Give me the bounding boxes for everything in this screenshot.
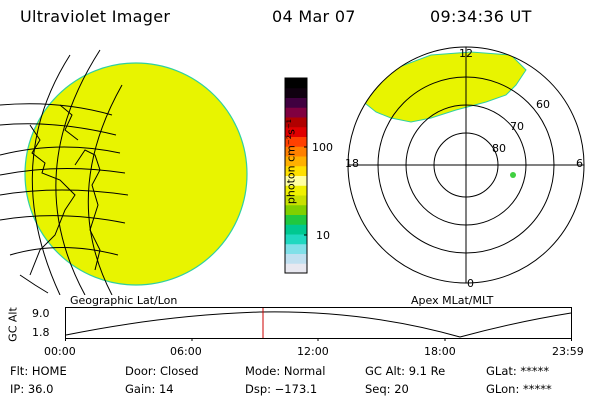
- colorbar-segment: [285, 195, 307, 206]
- colorbar-segment: [285, 107, 307, 118]
- colorbar-segment: [285, 204, 307, 215]
- geo-map-label: Geographic Lat/Lon: [70, 294, 178, 307]
- station-marker: [510, 172, 516, 178]
- colorbar-segment: [285, 87, 307, 98]
- mlt-label-6: 6: [576, 157, 583, 170]
- colorbar-tick-10: 10: [316, 229, 330, 242]
- colorbar-segment: [285, 146, 307, 157]
- colorbar-unit-label: photon cm⁻²s⁻¹: [284, 118, 298, 205]
- polar-map-label: Apex MLat/MLT: [411, 294, 494, 307]
- polar-map: [347, 46, 585, 284]
- colorbar-segment: [285, 185, 307, 196]
- colorbar-segment: [285, 97, 307, 108]
- mlat-label-80: 80: [492, 142, 506, 155]
- colorbar-segment: [285, 156, 307, 167]
- flight-status: Flt: HOME: [10, 364, 67, 378]
- altitude-curve: [65, 311, 572, 338]
- colorbar-segment: [285, 117, 307, 128]
- altitude-plot: [65, 307, 572, 341]
- aurora-region: [360, 51, 527, 123]
- mlt-label-0: 0: [467, 277, 474, 290]
- colorbar-segment: [285, 175, 307, 186]
- colorbar-segment: [285, 263, 307, 274]
- lat-lon-grid: [0, 49, 129, 295]
- color-scale: [285, 78, 307, 274]
- colorbar-segment: [285, 243, 307, 254]
- coastline: [19, 104, 101, 294]
- colorbar-segment: [285, 136, 307, 147]
- earth-disk: [24, 62, 248, 286]
- altitude-axis-title: GC Alt: [6, 307, 20, 342]
- sequence-status: Seq: 20: [365, 382, 409, 396]
- geographic-map: [0, 49, 248, 295]
- colorbar-segment: [285, 126, 307, 137]
- instrument-title: Ultraviolet Imager: [20, 7, 171, 26]
- colorbar-segment: [285, 224, 307, 235]
- colorbar-segment: [285, 165, 307, 176]
- mlt-label-18: 18: [345, 157, 359, 170]
- altitude-tick-1-8: 1.8: [32, 326, 50, 339]
- dsp-status: Dsp: −173.1: [245, 382, 318, 396]
- door-status: Door: Closed: [125, 364, 199, 378]
- colorbar-segment: [285, 214, 307, 225]
- mlt-label-12: 12: [459, 47, 473, 60]
- mlat-label-70: 70: [510, 120, 524, 133]
- time-tick-2359: 23:59: [552, 345, 584, 358]
- colorbar-segment: [285, 234, 307, 245]
- observation-date: 04 Mar 07: [272, 7, 356, 26]
- gc-altitude-status: GC Alt: 9.1 Re: [365, 364, 446, 378]
- colorbar-segment: [285, 253, 307, 264]
- colorbar-tick-100: 100: [312, 141, 333, 154]
- colorbar-segment: [285, 78, 307, 89]
- color-bar: [284, 77, 308, 274]
- observation-time: 09:34:36 UT: [430, 7, 532, 26]
- altitude-tick-9: 9.0: [32, 307, 50, 320]
- mode-status: Mode: Normal: [245, 364, 326, 378]
- glon-status: GLon: *****: [486, 382, 552, 396]
- time-tick-1800: 18:00: [424, 345, 456, 358]
- gain-status: Gain: 14: [125, 382, 174, 396]
- ip-status: IP: 36.0: [10, 382, 54, 396]
- time-tick-1200: 12:00: [297, 345, 329, 358]
- time-tick-0600: 06:00: [170, 345, 202, 358]
- time-tick-0000: 00:00: [44, 345, 76, 358]
- glat-status: GLat: *****: [486, 364, 550, 378]
- mlat-label-60: 60: [536, 98, 550, 111]
